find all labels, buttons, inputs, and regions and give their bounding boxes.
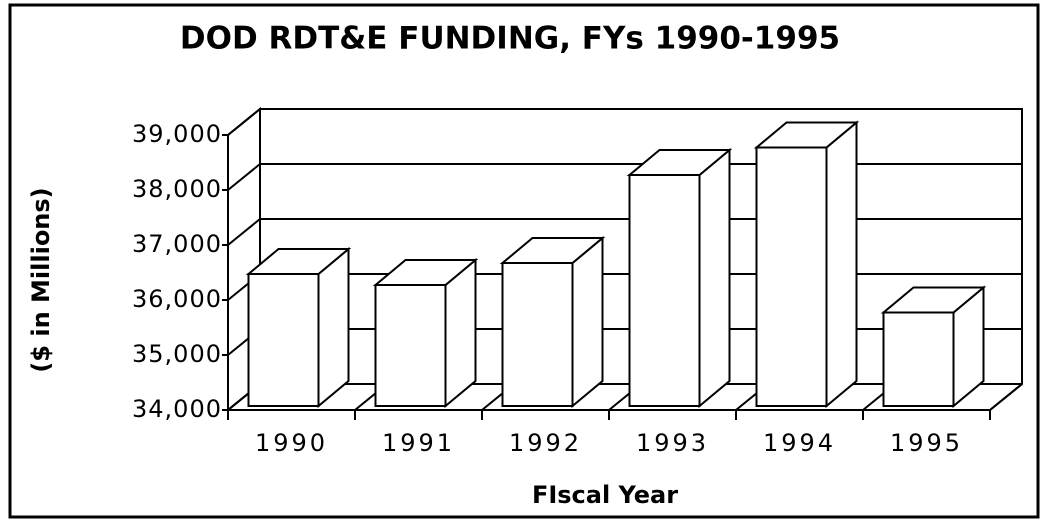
bar [247,273,320,407]
chart-title: DOD RDT&E FUNDING, FYs 1990-1995 [180,21,840,57]
y-axis-label: ($ in Millions) [27,187,55,372]
y-tick-label: 35,000 [132,340,222,368]
y-tick-label: 37,000 [132,230,222,258]
x-tick-label: 1990 [255,429,328,457]
bar-side [698,147,731,409]
bar-side [571,235,604,409]
x-tick-label: 1993 [636,429,709,457]
y-tick-label: 39,000 [132,120,222,148]
bar [501,262,574,407]
bar [755,146,828,407]
grid-line [227,218,1022,246]
x-tick-label: 1991 [382,429,455,457]
grid-line [227,163,1022,191]
y-tick-label: 36,000 [132,285,222,313]
bar-side [317,246,350,409]
x-axis-label: FIscal Year [532,481,678,509]
grid-line [227,108,1022,136]
x-tick-label: 1994 [763,429,836,457]
x-tick-label: 1995 [890,429,963,457]
bar [882,311,955,407]
bar [374,284,447,407]
y-tick-label: 34,000 [132,395,222,423]
frame [8,3,1040,519]
x-tick-label: 1992 [509,429,582,457]
bar-side [825,120,858,409]
y-tick-label: 38,000 [132,175,222,203]
bar [628,174,701,407]
floor-line [989,383,1023,411]
